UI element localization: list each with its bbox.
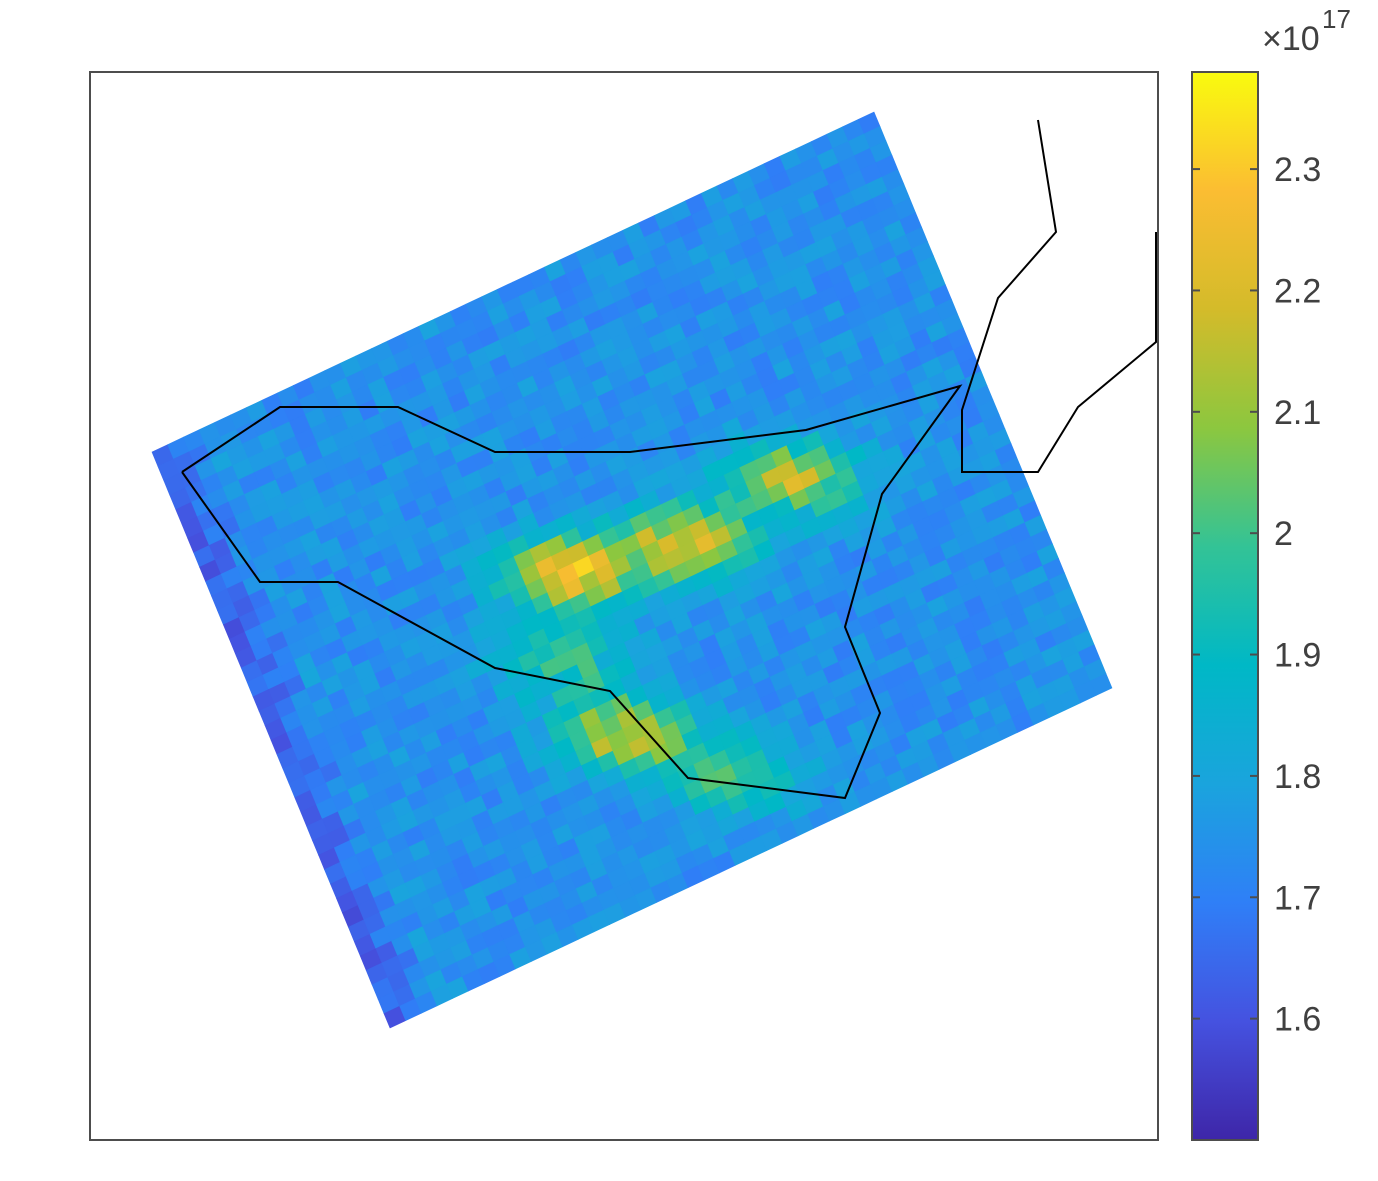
axes-box: [89, 71, 1159, 1141]
colorbar-tick-label: 2.3: [1274, 151, 1321, 189]
region-outlines: [181, 119, 1157, 800]
region-outline-secondary: [961, 119, 1157, 473]
colorbar-tick-label: 2.1: [1274, 394, 1321, 432]
colorbar-tick-label: 1.9: [1274, 637, 1321, 675]
region-outline-main: [181, 384, 963, 800]
heatmap-cell: [1090, 673, 1113, 696]
colorbar-tick-label: 1.6: [1274, 1001, 1321, 1039]
heatmap-cells: [151, 111, 1113, 1029]
colorbar-multiplier-exponent: 17: [1322, 4, 1351, 34]
colorbar-tick-label: 1.7: [1274, 879, 1321, 917]
colorbar-tick-label: 2: [1274, 515, 1293, 553]
colorbar-ticks: 1.6 1.7 1.8 1.9 2 2.1 2.2 2.3: [1192, 151, 1321, 1039]
colorbar-frame: [1191, 71, 1259, 1141]
colorbar-gradient: [1192, 72, 1258, 1140]
colorbar-tick-label: 1.8: [1274, 758, 1321, 796]
colorbar-tick-label: 2.2: [1274, 272, 1321, 310]
colorbar-multiplier-base: ×10: [1262, 20, 1320, 58]
colorbar: 1.6 1.7 1.8 1.9 2 2.1 2.2 2.3 ×10 17: [1191, 4, 1351, 1141]
